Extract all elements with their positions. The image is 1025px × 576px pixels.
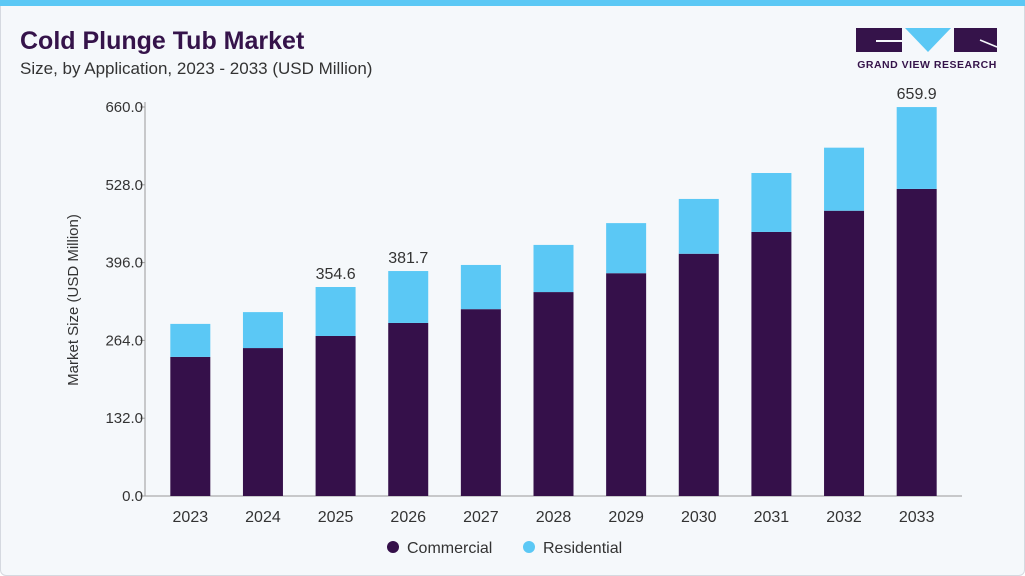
x-tick-label: 2027: [463, 509, 499, 526]
y-tick-label: 528.0: [105, 177, 143, 194]
data-label-2025: 354.6: [316, 266, 356, 283]
chart-title: Cold Plunge Tub Market: [20, 27, 305, 55]
bar-commercial-2027: [460, 309, 501, 496]
y-tick-label: 0.0: [122, 488, 143, 505]
grand-view-research-logo: GRAND VIEW RESEARCH: [856, 28, 998, 71]
bar-commercial-2026: [388, 322, 429, 496]
legend-label-residential: Residential: [543, 540, 622, 557]
x-tick-label: 2032: [826, 509, 862, 526]
bar-residential-2024: [242, 312, 283, 349]
x-tick-label: 2026: [390, 509, 426, 526]
x-tick-label: 2031: [754, 509, 790, 526]
y-tick-label: 132.0: [105, 410, 143, 427]
data-label-2033: 659.9: [897, 86, 937, 103]
legend-marker-commercial: [387, 541, 399, 553]
bar-commercial-2032: [824, 210, 865, 496]
bar-commercial-2024: [242, 348, 283, 496]
bar-commercial-2025: [315, 335, 356, 496]
y-tick-label: 396.0: [105, 255, 143, 272]
data-label-2026: 381.7: [388, 250, 428, 267]
bar-residential-2030: [678, 198, 719, 254]
bar-residential-2032: [824, 147, 865, 211]
bar-commercial-2023: [170, 356, 211, 496]
bar-residential-2025: [315, 287, 356, 336]
bar-residential-2033: [896, 107, 937, 189]
bar-residential-2028: [533, 244, 574, 293]
bar-commercial-2033: [896, 188, 937, 496]
logo-text: GRAND VIEW RESEARCH: [857, 59, 997, 71]
bar-residential-2023: [170, 323, 211, 357]
bar-residential-2026: [388, 271, 429, 323]
bar-commercial-2031: [751, 231, 792, 496]
y-tick-label: 660.0: [105, 99, 143, 116]
bar-commercial-2030: [678, 253, 719, 496]
chart-subtitle: Size, by Application, 2023 - 2033 (USD M…: [20, 59, 373, 78]
bar-residential-2029: [606, 223, 647, 274]
x-tick-label: 2023: [173, 509, 209, 526]
y-tick-label: 264.0: [105, 332, 143, 349]
x-tick-label: 2029: [608, 509, 644, 526]
bar-residential-2031: [751, 173, 792, 232]
x-tick-label: 2033: [899, 509, 935, 526]
x-tick-label: 2028: [536, 509, 572, 526]
x-tick-label: 2025: [318, 509, 354, 526]
legend-marker-residential: [523, 541, 535, 553]
legend-label-commercial: Commercial: [407, 540, 492, 557]
x-tick-label: 2024: [245, 509, 281, 526]
bar-residential-2027: [460, 264, 501, 310]
top-accent-bar: [0, 0, 1025, 6]
y-axis-label: Market Size (USD Million): [65, 214, 82, 386]
bar-commercial-2028: [533, 292, 574, 496]
bar-commercial-2029: [606, 273, 647, 496]
x-tick-label: 2030: [681, 509, 717, 526]
